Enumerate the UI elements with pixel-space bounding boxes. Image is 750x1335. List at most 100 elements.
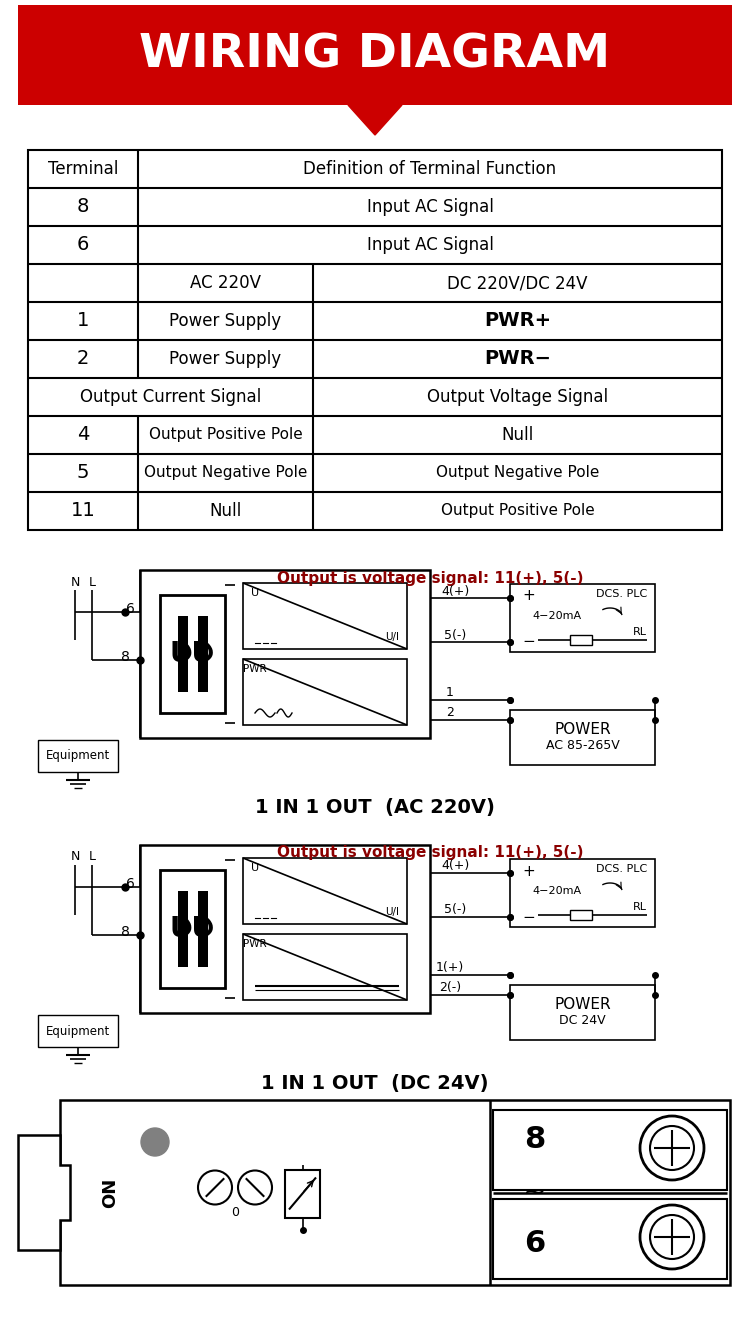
Text: Null: Null xyxy=(209,502,242,521)
Text: AC 85-265V: AC 85-265V xyxy=(545,740,620,752)
Text: N: N xyxy=(70,850,80,864)
Bar xyxy=(178,890,188,968)
Text: DCS. PLC: DCS. PLC xyxy=(596,864,647,874)
Text: RL: RL xyxy=(633,902,647,912)
Text: U/I: U/I xyxy=(385,906,399,917)
Text: PWR: PWR xyxy=(243,939,267,949)
Text: L: L xyxy=(88,850,95,864)
Bar xyxy=(493,1109,727,1189)
Circle shape xyxy=(640,1206,704,1270)
Polygon shape xyxy=(18,1135,70,1250)
Text: Input AC Signal: Input AC Signal xyxy=(367,198,494,216)
Bar xyxy=(243,858,407,924)
Text: U: U xyxy=(251,587,259,598)
Text: −: − xyxy=(522,909,535,925)
Text: Output is voltage signal: 11(+), 5(-): Output is voltage signal: 11(+), 5(-) xyxy=(277,570,584,586)
Text: Equipment: Equipment xyxy=(46,1024,110,1037)
Text: 5(-): 5(-) xyxy=(444,629,466,642)
Text: Equipment: Equipment xyxy=(46,749,110,762)
Text: Output Current Signal: Output Current Signal xyxy=(80,388,261,406)
Text: Power Supply: Power Supply xyxy=(170,350,281,368)
Bar xyxy=(285,1169,320,1218)
Text: L: L xyxy=(88,575,95,589)
Bar xyxy=(510,985,655,1040)
Text: 4−20mA: 4−20mA xyxy=(532,611,581,621)
Bar xyxy=(38,1015,118,1047)
Text: ~: ~ xyxy=(524,1179,547,1207)
Circle shape xyxy=(198,1171,232,1204)
Text: 6: 6 xyxy=(76,235,89,255)
Circle shape xyxy=(650,1215,694,1259)
Text: 4: 4 xyxy=(76,426,89,445)
Text: Output is voltage signal: 11(+), 5(-): Output is voltage signal: 11(+), 5(-) xyxy=(277,845,584,861)
Text: 8: 8 xyxy=(76,198,89,216)
Text: 8: 8 xyxy=(524,1125,545,1155)
Text: 4(+): 4(+) xyxy=(441,585,470,598)
Circle shape xyxy=(640,1116,704,1180)
Bar xyxy=(243,583,407,649)
Text: RL: RL xyxy=(633,627,647,637)
Text: Power Supply: Power Supply xyxy=(170,312,281,330)
Bar xyxy=(510,583,655,651)
Text: 1 IN 1 OUT  (AC 220V): 1 IN 1 OUT (AC 220V) xyxy=(255,798,495,817)
Text: 2: 2 xyxy=(446,706,454,720)
Text: Terminal: Terminal xyxy=(48,160,118,178)
Bar xyxy=(570,910,592,920)
Text: Output Negative Pole: Output Negative Pole xyxy=(436,466,599,481)
Bar xyxy=(197,890,208,968)
Text: U: U xyxy=(251,862,259,873)
Text: 5(-): 5(-) xyxy=(444,904,466,917)
Text: PWR+: PWR+ xyxy=(484,311,551,331)
Circle shape xyxy=(141,1128,169,1156)
Text: Input AC Signal: Input AC Signal xyxy=(367,236,494,254)
Bar xyxy=(493,1199,727,1279)
Text: 2(-): 2(-) xyxy=(439,981,461,995)
Text: ON: ON xyxy=(101,1177,119,1208)
Text: N: N xyxy=(70,575,80,589)
Text: 2: 2 xyxy=(76,350,89,368)
Text: 5: 5 xyxy=(76,463,89,482)
Text: 1(+): 1(+) xyxy=(436,961,464,975)
Bar xyxy=(38,740,118,772)
Bar xyxy=(243,659,407,725)
Text: −: − xyxy=(522,634,535,650)
Bar xyxy=(510,710,655,765)
Bar xyxy=(243,934,407,1000)
Circle shape xyxy=(238,1171,272,1204)
Text: Output Positive Pole: Output Positive Pole xyxy=(441,503,594,518)
Text: Definition of Terminal Function: Definition of Terminal Function xyxy=(304,160,556,178)
Text: 1 IN 1 OUT  (DC 24V): 1 IN 1 OUT (DC 24V) xyxy=(261,1073,489,1092)
Text: AC 220V: AC 220V xyxy=(190,274,261,292)
Bar xyxy=(140,570,430,738)
Text: 8: 8 xyxy=(121,650,130,663)
Bar xyxy=(28,150,722,530)
Text: 6: 6 xyxy=(524,1228,545,1258)
Bar xyxy=(197,615,208,693)
Bar xyxy=(140,845,430,1013)
Text: +: + xyxy=(522,864,535,878)
Text: +: + xyxy=(522,589,535,603)
Text: 11: 11 xyxy=(70,502,95,521)
Text: 1: 1 xyxy=(446,686,454,700)
Bar xyxy=(60,1100,730,1286)
Text: POWER: POWER xyxy=(554,997,610,1012)
Text: 8: 8 xyxy=(121,925,130,939)
Text: ƲƲ: ƲƲ xyxy=(170,914,215,943)
Text: ƲƲ: ƲƲ xyxy=(170,639,215,668)
Text: PWR: PWR xyxy=(243,663,267,674)
Text: 6: 6 xyxy=(125,877,134,890)
Text: 0: 0 xyxy=(231,1206,239,1219)
Text: POWER: POWER xyxy=(554,722,610,737)
Bar xyxy=(178,615,188,693)
Text: 4−20mA: 4−20mA xyxy=(532,886,581,896)
Text: DCS. PLC: DCS. PLC xyxy=(596,589,647,599)
Bar xyxy=(160,870,225,988)
Bar xyxy=(570,635,592,645)
Text: Output Positive Pole: Output Positive Pole xyxy=(148,427,302,442)
Text: 1: 1 xyxy=(76,311,89,331)
Text: PWR−: PWR− xyxy=(484,350,551,368)
Text: WIRING DIAGRAM: WIRING DIAGRAM xyxy=(140,32,610,77)
Text: 4(+): 4(+) xyxy=(441,860,470,873)
Text: 6: 6 xyxy=(125,602,134,615)
Bar xyxy=(160,595,225,713)
